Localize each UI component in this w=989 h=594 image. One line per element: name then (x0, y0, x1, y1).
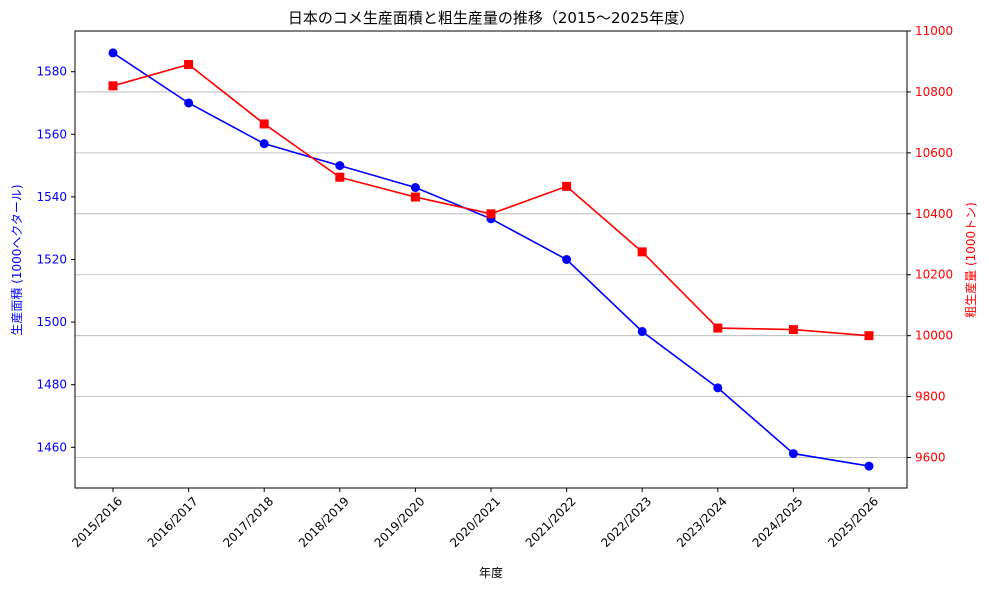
right-axis-tick-label: 10200 (915, 268, 953, 282)
data-point-2 (335, 172, 345, 182)
left-axis-tick-label: 1480 (36, 378, 67, 392)
left-axis-tick-label: 1500 (36, 315, 67, 329)
right-axis-tick-label: 10600 (915, 146, 953, 160)
right-axis-label: 粗生産量 (1000トン) (963, 202, 978, 318)
data-point-1 (259, 139, 269, 149)
data-point-1 (184, 98, 194, 108)
data-point-1 (713, 383, 723, 393)
left-axis-tick-label: 1520 (36, 253, 67, 267)
data-point-1 (637, 326, 647, 336)
data-point-2 (562, 181, 572, 191)
data-point-2 (259, 119, 269, 129)
data-point-1 (335, 161, 345, 171)
data-point-2 (864, 331, 874, 341)
right-axis-tick-label: 9600 (915, 451, 946, 465)
data-point-2 (637, 247, 647, 257)
right-axis-tick-label: 11000 (915, 24, 953, 38)
right-axis-tick-label: 10800 (915, 85, 953, 99)
left-axis-tick-label: 1460 (36, 440, 67, 454)
data-point-2 (184, 60, 194, 70)
right-axis-tick-label: 9800 (915, 390, 946, 404)
data-point-1 (410, 183, 420, 193)
right-axis-tick-label: 10400 (915, 207, 953, 221)
data-point-2 (108, 81, 118, 91)
chart-title: 日本のコメ生産面積と粗生産量の推移（2015〜2025年度） (288, 9, 694, 27)
data-point-2 (788, 325, 798, 335)
left-axis-tick-label: 1540 (36, 190, 67, 204)
data-point-1 (864, 461, 874, 471)
series-layer (108, 48, 874, 471)
data-point-1 (562, 255, 572, 264)
left-axis-label: 生産面積 (1000ヘクタール) (9, 184, 24, 335)
data-point-1 (788, 449, 798, 459)
data-point-2 (713, 323, 723, 333)
data-point-2 (410, 192, 420, 202)
data-point-1 (108, 48, 118, 58)
data-point-2 (486, 209, 496, 219)
x-axis-label: 年度 (479, 565, 503, 580)
left-axis-tick-label: 1580 (36, 65, 67, 79)
right-axis-tick-label: 10000 (915, 329, 953, 343)
left-axis-tick-label: 1560 (36, 127, 67, 141)
grid (75, 91, 907, 458)
